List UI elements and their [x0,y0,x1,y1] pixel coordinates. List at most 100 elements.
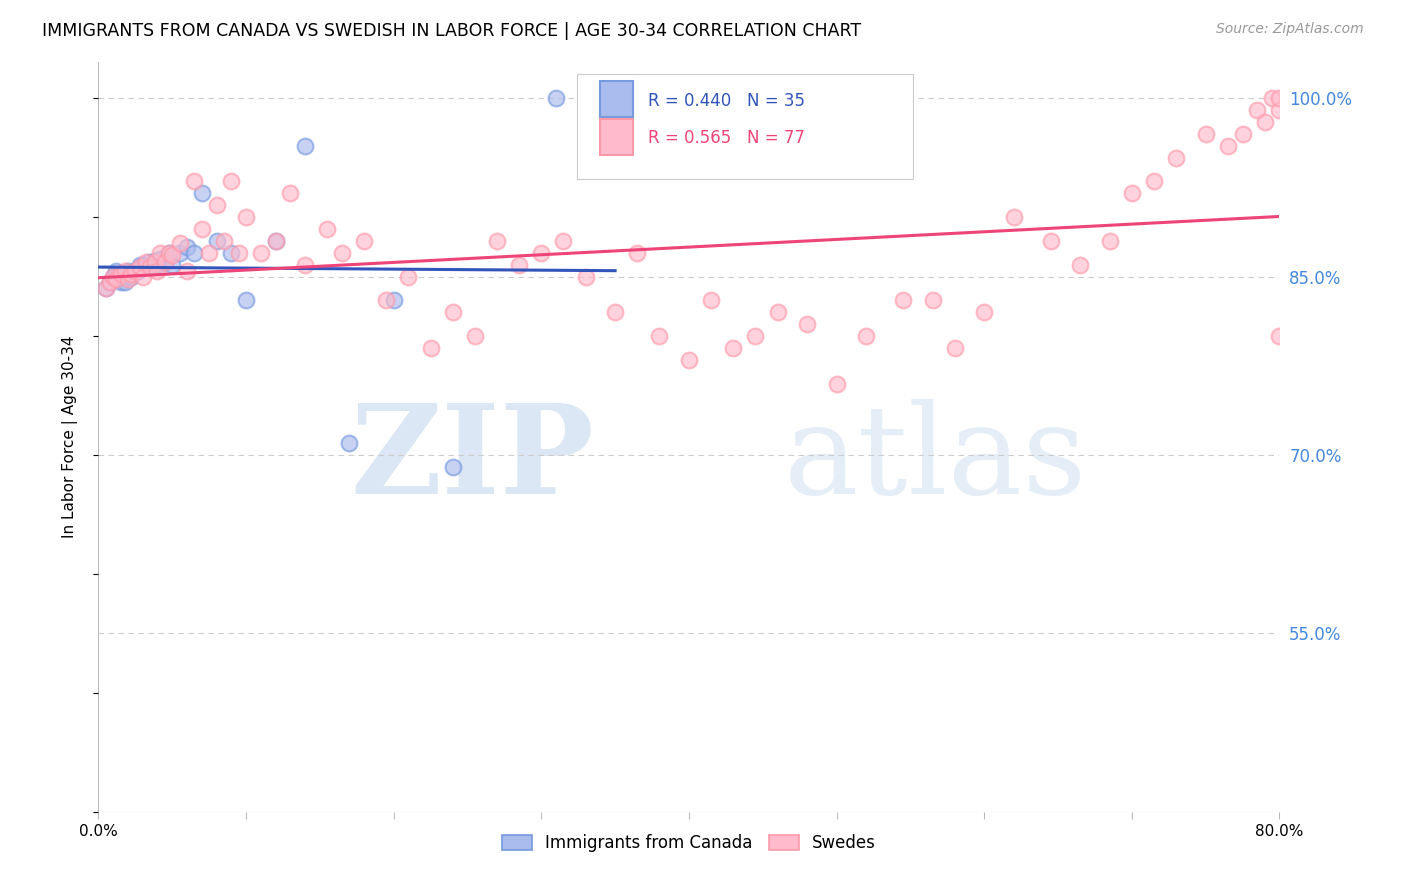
Point [132,269,155,284]
Point [486,234,509,248]
Point [398,269,420,284]
Point [464,329,486,343]
Point [146,263,169,277]
Point [1002,210,1025,224]
Point [1246,103,1268,117]
Point [1232,127,1254,141]
Point [110,276,132,290]
Point [169,236,191,251]
Point [135,260,157,274]
Point [264,234,287,248]
Point [153,255,176,269]
Point [1254,115,1277,129]
Point [117,263,139,277]
Point [157,245,180,260]
Point [157,245,180,260]
Point [441,305,464,319]
Point [280,186,302,201]
Point [605,305,627,319]
Point [98,276,121,290]
Point [575,269,598,284]
Point [330,245,353,260]
Point [294,258,316,272]
Point [135,255,157,269]
Point [153,255,176,269]
Point [205,234,228,248]
Point [162,248,183,262]
Point [132,258,155,272]
Point [191,186,214,201]
Legend: Immigrants from Canada, Swedes: Immigrants from Canada, Swedes [502,834,876,852]
Point [114,263,136,277]
Point [111,269,134,284]
Point [744,329,766,343]
Point [553,234,575,248]
Point [943,341,966,355]
Point [375,293,398,308]
Point [149,245,172,260]
Point [105,272,128,286]
Point [648,329,671,343]
Point [235,210,257,224]
Point [221,174,243,188]
Point [94,281,117,295]
Point [191,222,214,236]
Y-axis label: In Labor Force | Age 30-34: In Labor Force | Age 30-34 [62,335,77,539]
Point [143,254,166,268]
Point [723,341,745,355]
Text: atlas: atlas [783,399,1087,520]
Point [921,293,943,308]
Text: ZIP: ZIP [350,399,595,520]
Point [169,245,191,260]
Point [205,198,228,212]
Point [678,352,700,367]
Point [114,276,136,290]
Point [228,245,250,260]
Point [1268,103,1291,117]
Point [825,376,848,391]
Point [382,293,405,308]
Point [120,267,142,281]
FancyBboxPatch shape [600,119,634,154]
Point [1069,258,1091,272]
Point [117,272,139,286]
Point [120,269,142,284]
Point [141,260,163,274]
Point [1121,186,1143,201]
Point [796,317,818,331]
Point [441,459,464,474]
FancyBboxPatch shape [600,81,634,117]
Point [1261,91,1284,105]
Point [250,245,273,260]
Text: R = 0.565   N = 77: R = 0.565 N = 77 [648,129,804,147]
Point [162,258,183,272]
Text: Source: ZipAtlas.com: Source: ZipAtlas.com [1216,22,1364,37]
Point [149,252,172,266]
Point [94,281,117,295]
Point [530,245,553,260]
Text: R = 0.440   N = 35: R = 0.440 N = 35 [648,92,804,110]
Point [1268,329,1291,343]
Point [212,234,235,248]
Point [183,174,205,188]
Point [110,267,132,281]
Point [198,245,221,260]
Point [626,245,648,260]
Point [339,436,361,450]
Point [1216,138,1239,153]
Point [1195,127,1218,141]
Point [1143,174,1166,188]
Point [105,263,128,277]
Point [146,258,169,272]
Point [221,245,243,260]
Point [264,234,287,248]
Point [176,263,198,277]
Point [508,258,530,272]
Point [139,260,162,274]
Point [1039,234,1062,248]
Point [1098,234,1121,248]
Point [855,329,877,343]
Point [700,293,723,308]
Point [891,293,914,308]
Point [103,269,125,284]
